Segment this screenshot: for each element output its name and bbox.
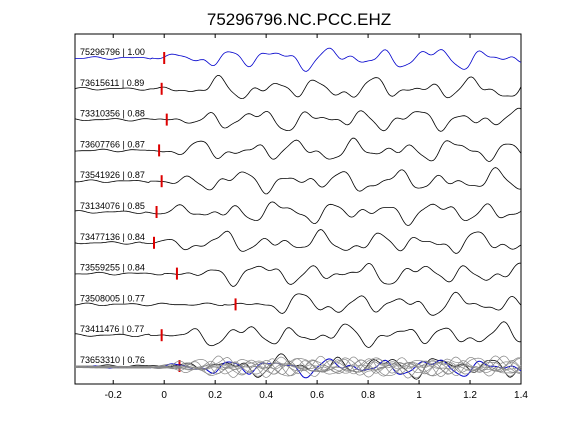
- trace-line-5: [74, 201, 522, 226]
- x-tick-label-4: 0.6: [310, 390, 324, 401]
- x-tick-label-6: 1: [416, 390, 422, 401]
- trace-label-8: 73508005 | 0.77: [80, 293, 145, 303]
- x-axis: -0.2 0 0.2 0.4 0.6 0.8 1 1.2 1.4: [105, 34, 528, 401]
- x-tick-label-7: 1.2: [463, 390, 477, 401]
- x-tick-label-1: 0: [161, 390, 167, 401]
- stack-trace-10: [74, 356, 522, 379]
- x-tick-label-5: 0.8: [361, 390, 375, 401]
- trace-line-9: [75, 321, 522, 348]
- x-tick-label-2: 0.2: [208, 390, 222, 401]
- trace-label-6: 73477136 | 0.84: [80, 232, 145, 242]
- trace-label-2: 73310356 | 0.88: [80, 109, 145, 119]
- stack-trace-8: [74, 356, 522, 377]
- trace-line-4: [75, 167, 522, 195]
- trace-line-7: [74, 262, 522, 287]
- x-tick-label-0: -0.2: [105, 390, 123, 401]
- trace-label-1: 73615611 | 0.89: [80, 78, 144, 88]
- trace-label-4: 73541926 | 0.87: [80, 170, 145, 180]
- trace-label-3: 73607766 | 0.87: [80, 139, 145, 149]
- trace-line-1: [74, 74, 522, 100]
- trace-label-9: 73411476 | 0.77: [80, 324, 144, 334]
- x-tick-label-3: 0.4: [259, 390, 273, 401]
- trace-label-7: 73559255 | 0.84: [80, 263, 145, 273]
- trace-line-3: [74, 137, 522, 162]
- x-tick-label-8: 1.4: [514, 390, 528, 401]
- trace-label-10: 73653310 | 0.76: [80, 355, 145, 365]
- plot-frame: [74, 33, 522, 385]
- trace-line-2: [74, 107, 522, 132]
- trace-label-0: 75296796 | 1.00: [80, 47, 145, 57]
- stacked-overlay: [74, 355, 522, 379]
- trace-line-10: [74, 353, 522, 380]
- trace-line-8: [74, 291, 522, 316]
- trace-label-5: 73134076 | 0.85: [80, 201, 145, 211]
- traces-layer: 75296796 | 1.00 73615611 | 0.89 73310356 |…: [74, 47, 522, 380]
- trace-line-0: [74, 47, 522, 72]
- chart-title: 75296796.NC.PCC.EHZ: [207, 10, 391, 29]
- trace-line-6: [74, 229, 522, 254]
